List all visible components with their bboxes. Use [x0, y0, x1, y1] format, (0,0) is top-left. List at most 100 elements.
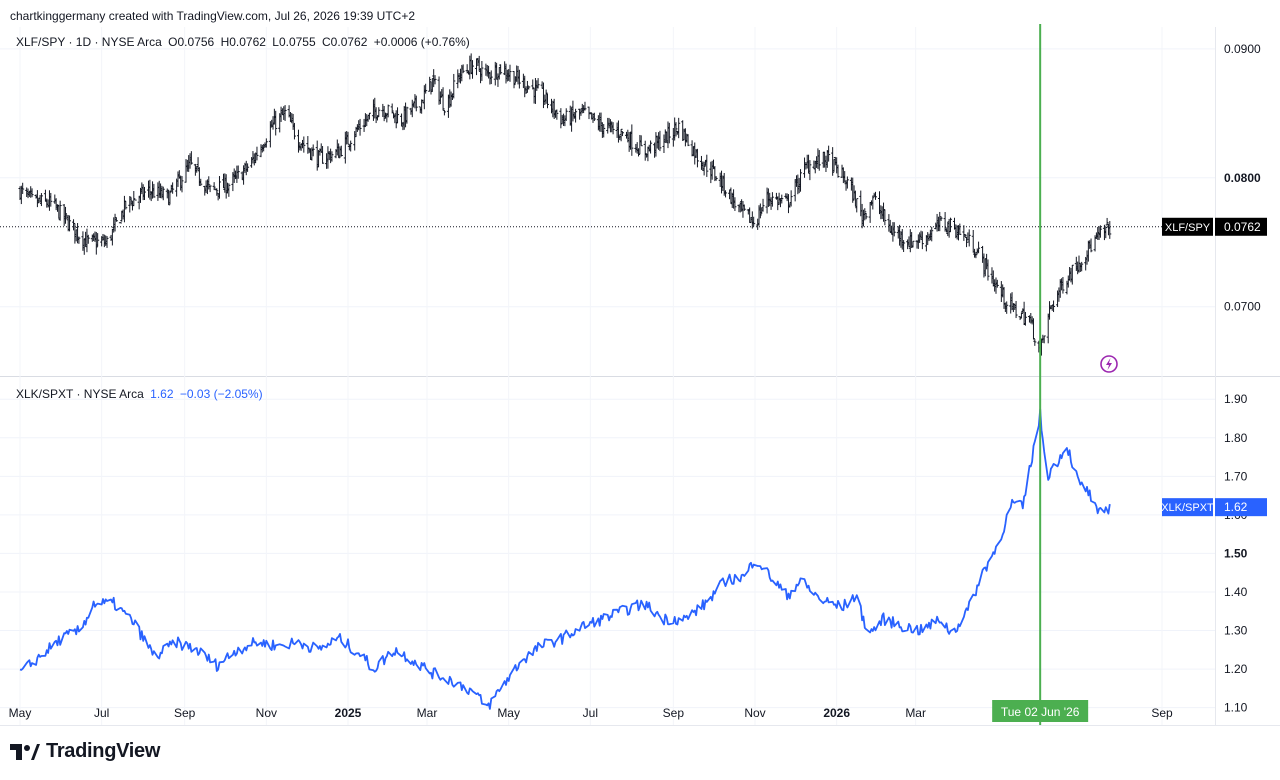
tradingview-logo[interactable]: TradingView — [10, 740, 160, 763]
ohlc-bar — [512, 70, 516, 89]
upper-symbol-tag — [1162, 217, 1213, 236]
ohlc-bar — [630, 124, 634, 156]
ohlc-bar — [274, 110, 278, 136]
ohlc-bar — [339, 145, 343, 157]
upper-high: H0.0762 — [220, 35, 266, 49]
lower-price-tag-value: 1.62 — [1224, 500, 1248, 514]
lower-symbol-tag-label: XLK/SPXT — [1161, 502, 1214, 514]
time-tick-label: Nov — [744, 706, 765, 720]
ohlc-bar — [667, 122, 671, 144]
ohlc-bar — [321, 146, 325, 164]
upper-low: L0.0755 — [272, 35, 316, 49]
ohlc-bar — [864, 212, 868, 220]
ohlc-bar — [1098, 225, 1102, 238]
time-tick-label: May — [497, 706, 520, 720]
ohlc-bar — [499, 64, 503, 75]
ohlc-bar — [21, 182, 25, 194]
time-tick-label: 2025 — [335, 706, 362, 720]
ohlc-bar — [1005, 301, 1009, 314]
ohlc-bar — [207, 176, 211, 190]
ohlc-bar — [171, 182, 175, 194]
ohlc-bar — [911, 240, 915, 248]
upper-symbol: XLF/SPY · 1D · NYSE Arca — [16, 35, 162, 49]
ohlc-bar — [517, 69, 521, 89]
ohlc-bar — [189, 151, 193, 165]
ohlc-bar — [396, 107, 400, 124]
ohlc-bar — [758, 203, 762, 219]
ohlc-bar — [143, 186, 147, 201]
ohlc-bar — [132, 190, 136, 207]
ohlc-bar — [1108, 221, 1112, 239]
lower-tick-label: 1.70 — [1224, 469, 1248, 483]
upper-open: O0.0756 — [168, 35, 215, 49]
time-tick-label: Sep — [1151, 706, 1173, 720]
ohlc-bar — [1014, 300, 1018, 319]
ohlc-bar — [564, 108, 568, 121]
ohlc-bar — [215, 188, 219, 196]
ohlc-bar — [330, 151, 334, 162]
ohlc-bar — [544, 89, 548, 104]
ohlc-bar — [602, 124, 606, 138]
lower-value: 1.62 — [150, 387, 174, 401]
upper-legend: XLF/SPY · 1D · NYSE Arca O0.0756 H0.0762… — [16, 35, 473, 49]
ohlc-bar — [168, 190, 172, 205]
ohlc-bar — [199, 178, 203, 186]
ohlc-bar — [943, 212, 947, 232]
ohlc-bar — [799, 169, 803, 192]
ohlc-bar — [441, 87, 445, 111]
ohlc-bar — [883, 209, 887, 226]
lightning-bolt-icon[interactable] — [1100, 355, 1118, 373]
ohlc-bar — [424, 83, 428, 94]
ohlc-bar — [114, 217, 118, 222]
ohlc-bar — [770, 192, 774, 207]
ohlc-bar — [390, 103, 394, 114]
ohlc-bar — [611, 122, 615, 135]
ohlc-bar — [643, 140, 647, 161]
ohlc-bar — [217, 176, 221, 199]
ohlc-bar — [845, 176, 849, 189]
chart-canvas[interactable]: 0.09000.08000.07001.901.801.701.601.501.… — [0, 0, 1280, 730]
lower-symbol: XLK/SPXT · NYSE Arca — [16, 387, 144, 401]
lower-change: −0.03 (−2.05%) — [179, 387, 263, 401]
ohlc-bar — [545, 93, 549, 109]
crosshair-time-badge — [992, 700, 1089, 722]
ohlc-bar — [1104, 226, 1108, 239]
xlk-spxt-series-line — [19, 408, 1111, 710]
lower-tick-label: 1.20 — [1224, 662, 1248, 676]
lower-tick-label: 1.30 — [1224, 624, 1248, 638]
ohlc-bar — [958, 223, 962, 235]
ohlc-bar — [442, 109, 446, 116]
ohlc-bar — [208, 185, 212, 193]
ohlc-bar — [948, 217, 952, 233]
tradingview-logo-icon — [10, 743, 40, 760]
ohlc-bar — [674, 122, 678, 137]
ohlc-bar — [677, 117, 681, 139]
ohlc-bar — [536, 78, 540, 89]
upper-symbol-tag-label: XLF/SPY — [1165, 222, 1211, 234]
ohlc-bar — [94, 231, 98, 255]
ohlc-bar — [255, 146, 259, 161]
ohlc-bar — [827, 145, 831, 162]
ohlc-bar — [592, 112, 596, 122]
ohlc-bar — [574, 108, 578, 123]
ohlc-bar — [1052, 300, 1056, 313]
ohlc-bar — [995, 279, 999, 288]
ohlc-bar — [480, 61, 484, 81]
ohlc-bar — [302, 136, 306, 153]
time-tick-label: Jul — [94, 706, 109, 720]
ohlc-bar — [428, 76, 432, 92]
ohlc-bar — [695, 148, 699, 168]
time-tick-label: Jul — [583, 706, 598, 720]
ohlc-bar — [1019, 312, 1023, 319]
ohlc-bar — [1061, 277, 1065, 294]
ohlc-bar — [358, 118, 362, 136]
lower-tick-label: 1.90 — [1224, 392, 1248, 406]
ohlc-bar — [77, 236, 81, 244]
upper-tick-label: 0.0800 — [1224, 171, 1261, 185]
time-tick-label: May — [9, 706, 32, 720]
ohlc-bar — [161, 186, 165, 201]
time-tick-label: Mar — [417, 706, 438, 720]
ohlc-bar — [761, 198, 765, 212]
ohlc-bar — [686, 134, 690, 147]
ohlc-bar — [264, 138, 268, 148]
